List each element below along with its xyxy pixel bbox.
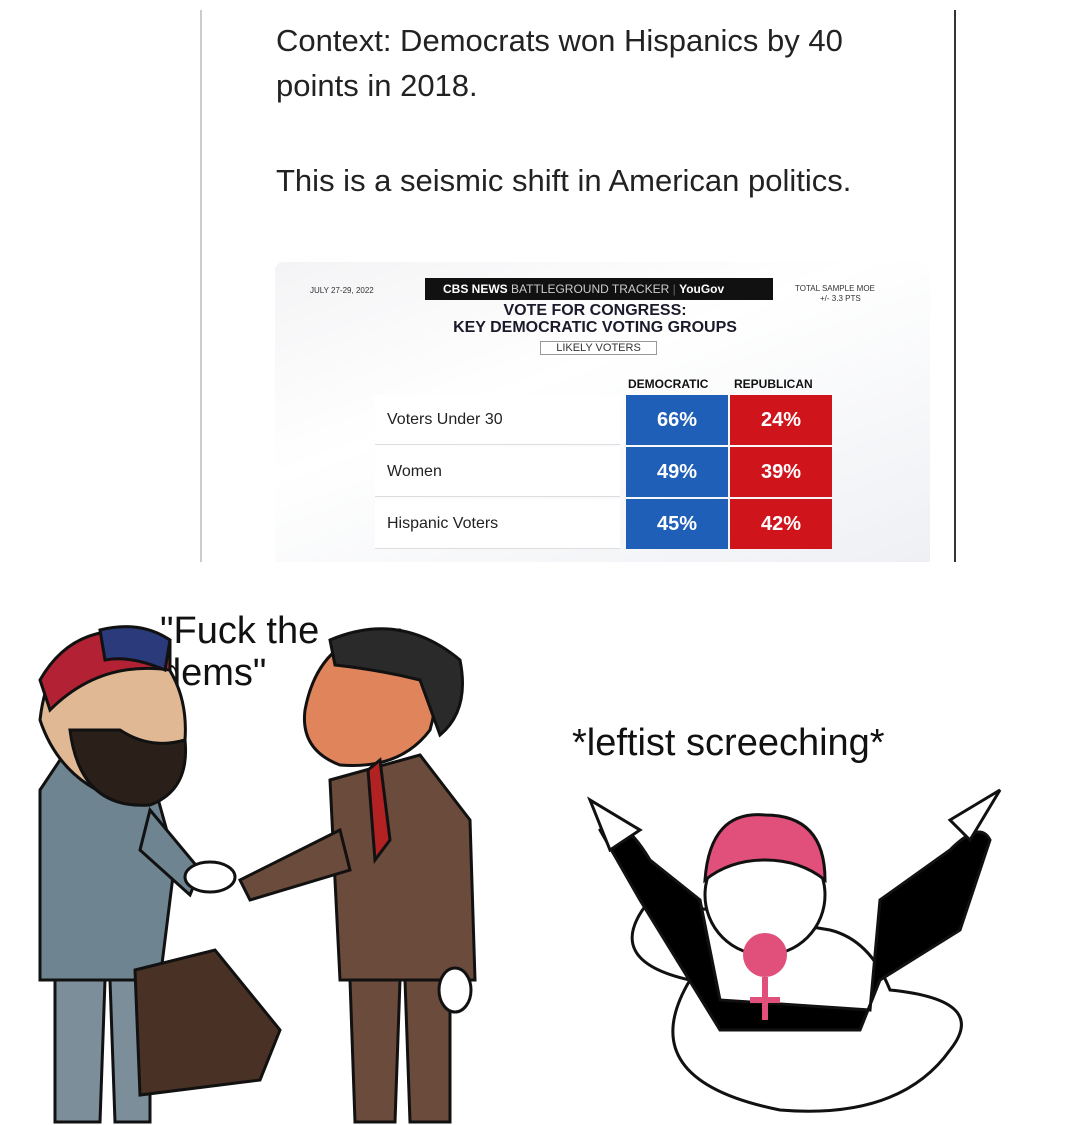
column-header: REPUBLICAN bbox=[734, 377, 813, 391]
caption: *leftist screeching* bbox=[572, 722, 885, 764]
brand: CBS NEWS bbox=[443, 282, 508, 296]
divider bbox=[200, 10, 202, 562]
caption: "Fuck the dems" bbox=[160, 610, 320, 694]
graphic-subtitle: KEY DEMOCRATIC VOTING GROUPS bbox=[453, 319, 737, 336]
partner: YouGov bbox=[679, 282, 725, 296]
republican-value: 24% bbox=[730, 395, 832, 445]
date: JULY 27-29, 2022 bbox=[310, 286, 374, 295]
democratic-value: 49% bbox=[626, 447, 728, 497]
column-header: DEMOCRATIC bbox=[628, 377, 709, 391]
democratic-value: 66% bbox=[626, 395, 728, 445]
republican-value: 39% bbox=[730, 447, 832, 497]
row-label: Women bbox=[375, 447, 620, 497]
moe: +/- 3.3 PTS bbox=[820, 294, 861, 303]
man-left bbox=[38, 625, 282, 1124]
post-text: This is a seismic shift in American poli… bbox=[276, 163, 852, 198]
democratic-value: 45% bbox=[626, 499, 728, 549]
graphic-header: CBS NEWS BATTLEGROUND TRACKER | YouGov bbox=[425, 278, 773, 300]
screeching-figure bbox=[586, 788, 1002, 1113]
divider bbox=[954, 10, 956, 562]
man-right bbox=[237, 627, 477, 1124]
moe-label: TOTAL SAMPLE MOE bbox=[795, 284, 875, 293]
republican-value: 42% bbox=[730, 499, 832, 549]
poll-graphic: JULY 27-29, 2022 CBS NEWS BATTLEGROUND T… bbox=[275, 262, 930, 562]
row-label: Voters Under 30 bbox=[375, 395, 620, 445]
graphic-title: VOTE FOR CONGRESS: bbox=[503, 302, 687, 319]
post-text: Context: Democrats won Hispanics by 40 p… bbox=[276, 23, 843, 103]
row-label: Hispanic Voters bbox=[375, 499, 620, 549]
tag: LIKELY VOTERS bbox=[540, 341, 657, 355]
tracker: BATTLEGROUND TRACKER bbox=[511, 282, 670, 296]
illustrations bbox=[38, 625, 1002, 1124]
